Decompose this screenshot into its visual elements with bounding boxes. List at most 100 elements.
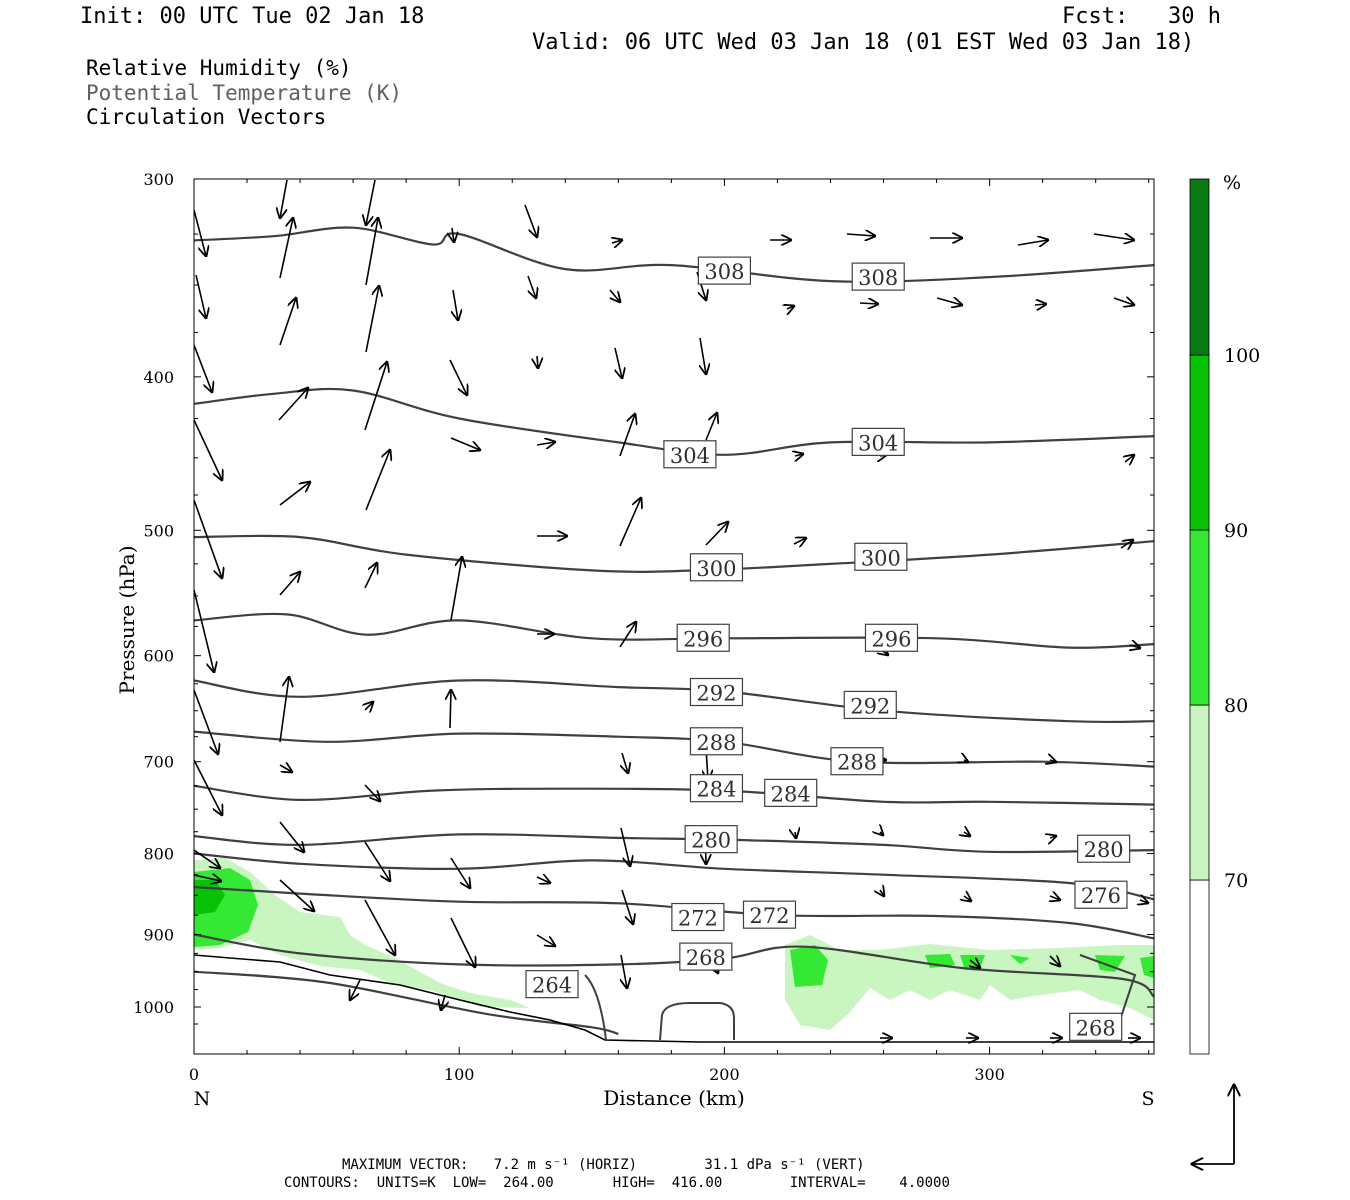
circulation-vector bbox=[619, 622, 636, 648]
circulation-vector bbox=[620, 827, 630, 866]
isentrope-label: 292 bbox=[850, 694, 890, 718]
x-axis-label: Distance (km) bbox=[603, 1086, 745, 1110]
circulation-vector bbox=[195, 274, 206, 318]
isentrope-label-box bbox=[697, 256, 752, 285]
circulation-vector bbox=[1113, 298, 1134, 305]
y-tick-label: 800 bbox=[143, 845, 174, 864]
circulation-vector bbox=[700, 337, 706, 374]
isentrope-268-hook bbox=[1079, 954, 1137, 1021]
isentrope-label: 288 bbox=[837, 751, 877, 775]
circulation-vector bbox=[364, 899, 395, 955]
circulation-vector bbox=[280, 179, 288, 218]
isentrope-300 bbox=[194, 534, 1154, 573]
north-label: N bbox=[194, 1088, 211, 1110]
circulation-vector bbox=[610, 289, 620, 302]
axes: 300 400 500 600 700 800 900 1000 0 100 200 300 bbox=[133, 170, 1154, 1084]
isentrope-label-box bbox=[864, 623, 919, 652]
init-time: Init: 00 UTC Tue 02 Jan 18 bbox=[80, 4, 425, 29]
y-tick-label: 1000 bbox=[133, 998, 174, 1017]
circulation-vector bbox=[795, 832, 796, 838]
circulation-vector bbox=[846, 234, 875, 236]
circulation-vector bbox=[450, 557, 462, 621]
legend-relative-humidity: Relative Humidity (%) bbox=[86, 56, 352, 80]
circulation-vector bbox=[705, 522, 728, 546]
circulation-vector bbox=[622, 752, 628, 773]
circulation-vector bbox=[279, 298, 296, 346]
isentrope-284 bbox=[194, 784, 1154, 806]
circulation-vector-layer bbox=[194, 179, 1148, 1038]
terrain-boundary bbox=[193, 954, 1154, 1043]
circulation-vector bbox=[364, 784, 380, 801]
circulation-vector bbox=[1125, 455, 1134, 462]
isentrope-label-box bbox=[676, 623, 730, 652]
circulation-vector bbox=[1050, 956, 1060, 966]
circulation-vector bbox=[859, 303, 878, 304]
isentrope-label-box bbox=[1074, 880, 1128, 909]
y-tick-label: 700 bbox=[143, 753, 174, 772]
circulation-vector bbox=[793, 538, 806, 544]
circulation-vector bbox=[194, 589, 214, 672]
circulation-vector bbox=[279, 879, 314, 911]
circulation-vector bbox=[1017, 240, 1048, 245]
rh-80-patch bbox=[1140, 956, 1154, 978]
colorbar-level-label: 70 bbox=[1224, 870, 1248, 892]
legend-circulation-vectors: Circulation Vectors bbox=[86, 105, 327, 129]
circulation-vector bbox=[279, 765, 292, 772]
colorbar-level-label: 100 bbox=[1224, 345, 1260, 367]
circulation-vector bbox=[450, 437, 480, 450]
isentrope-label-box bbox=[679, 942, 733, 971]
colorbar-level-label: 80 bbox=[1224, 695, 1248, 717]
x-tick-label: 0 bbox=[189, 1065, 199, 1084]
isentrope-label: 272 bbox=[678, 907, 718, 931]
isentrope-label-box bbox=[671, 902, 725, 932]
isentrope-label: 304 bbox=[670, 444, 710, 468]
circulation-vector bbox=[536, 877, 550, 883]
circulation-vector bbox=[524, 204, 537, 237]
isentrope-264-dome bbox=[659, 1002, 735, 1041]
circulation-vector bbox=[366, 179, 376, 225]
circulation-vector bbox=[970, 960, 980, 968]
circulation-vector bbox=[194, 875, 221, 881]
y-tick-label: 900 bbox=[143, 926, 174, 945]
circulation-vector bbox=[450, 917, 475, 967]
valid-time: Valid: 06 UTC Wed 03 Jan 18 (01 EST Wed … bbox=[532, 30, 1195, 55]
circulation-vector bbox=[279, 677, 289, 743]
isentrope-label-box bbox=[1077, 834, 1131, 863]
x-tick-label: 300 bbox=[974, 1065, 1005, 1084]
isentrope-264-branch bbox=[584, 974, 607, 1041]
ground-surface-line bbox=[193, 954, 1154, 1043]
circulation-vector bbox=[194, 209, 206, 256]
circulation-vector bbox=[527, 275, 536, 298]
isentrope-label: 280 bbox=[691, 829, 731, 853]
x-tick-label: 100 bbox=[444, 1065, 475, 1084]
isentrope-308 bbox=[194, 226, 1154, 283]
isentrope-label-box bbox=[689, 553, 744, 582]
circulation-vector bbox=[787, 306, 794, 309]
isentrope-label: 308 bbox=[704, 260, 744, 284]
circulation-vector bbox=[279, 572, 300, 596]
circulation-vector bbox=[964, 832, 970, 836]
circulation-vector bbox=[536, 442, 555, 445]
rh-80-region-south bbox=[790, 945, 828, 987]
circulation-vector bbox=[964, 896, 971, 901]
isentrope-label-box bbox=[854, 542, 908, 571]
colorbar-segment bbox=[1189, 879, 1210, 1055]
isentrope-288 bbox=[194, 730, 1154, 768]
circulation-vector bbox=[450, 690, 451, 729]
reference-vector-icon bbox=[1192, 1085, 1234, 1164]
y-tick-label: 600 bbox=[143, 647, 174, 666]
legend-potential-temperature: Potential Temperature (K) bbox=[86, 81, 403, 105]
rh-80-patch bbox=[1010, 955, 1030, 964]
circulation-vector bbox=[365, 218, 378, 286]
circulation-vector bbox=[350, 979, 361, 1000]
circulation-vector bbox=[880, 832, 883, 835]
circulation-vector bbox=[1034, 304, 1046, 305]
isentrope-label: 296 bbox=[871, 627, 911, 651]
circulation-vector bbox=[621, 954, 627, 988]
isentrope-label: 284 bbox=[696, 778, 736, 802]
isentrope-296 bbox=[194, 612, 1154, 649]
colorbar-segment bbox=[1189, 704, 1210, 881]
circulation-vector bbox=[194, 689, 218, 754]
isentrope-label: 292 bbox=[696, 682, 736, 706]
